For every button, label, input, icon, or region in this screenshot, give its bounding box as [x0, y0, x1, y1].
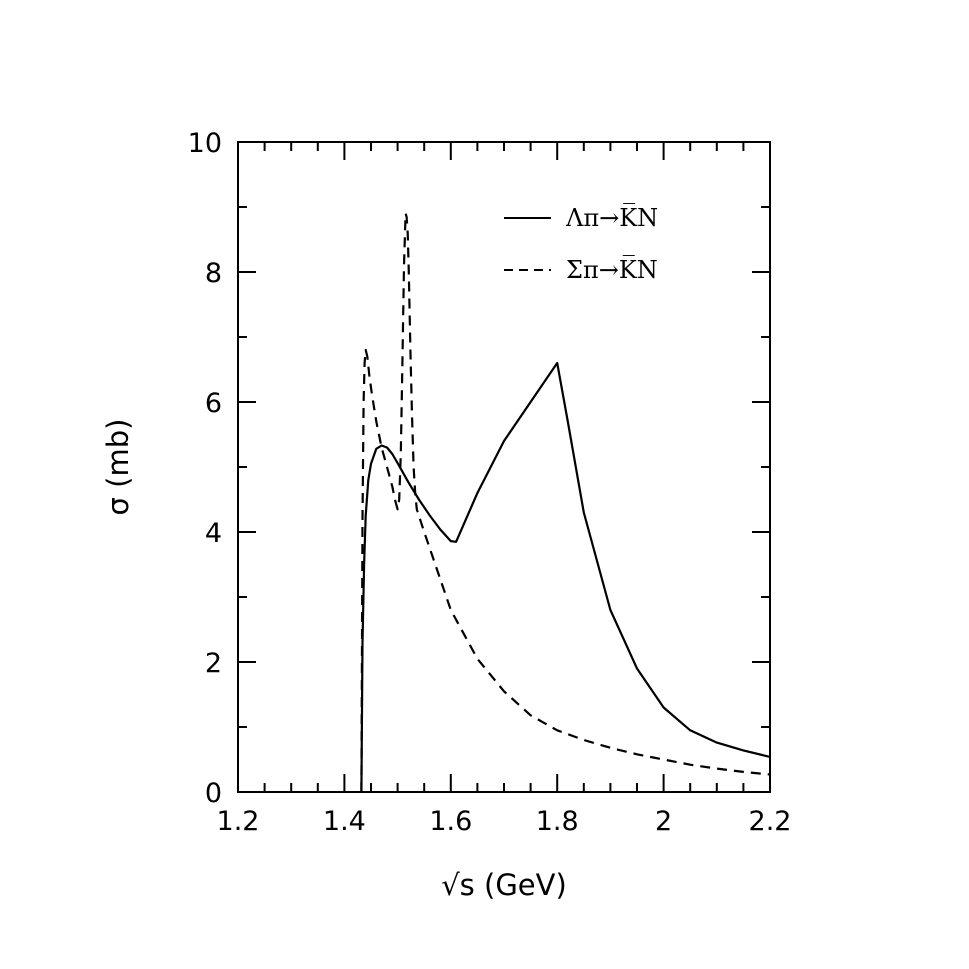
plot-frame [237, 141, 771, 793]
x-tick-label: 1.8 [536, 806, 579, 837]
y-tick-label: 0 [205, 778, 222, 809]
y-tick-label: 8 [205, 258, 222, 289]
x-tick-label: 2.2 [749, 806, 792, 837]
curve-layer [360, 212, 771, 793]
x-axis-label: √s (GeV) [441, 868, 567, 902]
tick-layer [237, 141, 771, 793]
x-tick-label: 1.6 [429, 806, 472, 837]
y-tick-label: 2 [205, 648, 222, 679]
series-line-sigma-pi [360, 212, 771, 793]
legend-label-sigma-pi: Σπ→K̅N [566, 256, 658, 284]
x-tick-label: 2 [655, 806, 672, 837]
y-axis-label: σ (mb) [101, 419, 135, 516]
x-tick-label: 1.4 [323, 806, 366, 837]
legend: Λπ→K̅N Σπ→K̅N [504, 204, 658, 284]
legend-label-lambda-pi: Λπ→K̅N [565, 204, 658, 232]
y-tick-label: 4 [205, 518, 222, 549]
series-line-lambda-pi [360, 361, 771, 793]
label-layer: 1.2 1.4 1.6 1.8 2 2.2 0 2 4 6 8 10 [188, 128, 792, 837]
x-tick-label: 1.2 [217, 806, 260, 837]
y-tick-label: 6 [205, 388, 222, 419]
y-tick-label: 10 [188, 128, 222, 159]
